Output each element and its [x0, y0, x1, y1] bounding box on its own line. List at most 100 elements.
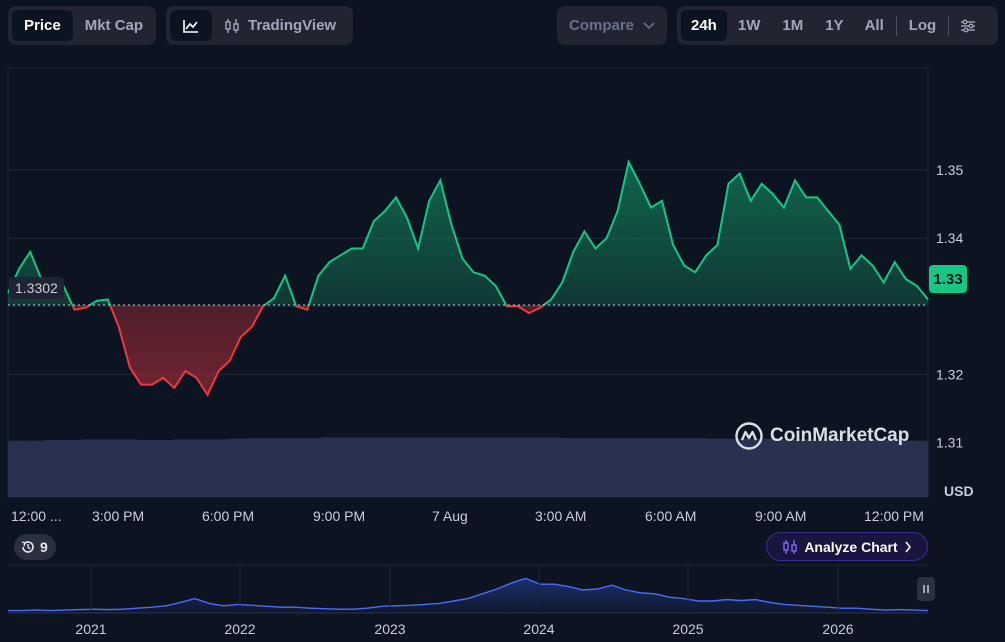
volume-bar — [560, 438, 579, 497]
volume-bar — [762, 438, 782, 497]
volume-bar — [670, 438, 690, 497]
volume-bar — [688, 438, 708, 497]
tradingview-label: TradingView — [248, 17, 337, 34]
x-tick-label: 7 Aug — [432, 508, 468, 524]
volume-bar — [596, 438, 616, 497]
history-icon — [21, 541, 34, 553]
compare-dropdown[interactable]: Compare — [557, 6, 667, 45]
y-tick-label: 1.34 — [936, 230, 963, 246]
volume-bar — [909, 440, 929, 497]
volume-bar — [486, 437, 506, 497]
volume-bar — [652, 438, 671, 497]
volume-bar — [817, 439, 837, 497]
x-tick-label: 3:00 AM — [535, 508, 586, 524]
volume-bar — [284, 438, 303, 497]
mini-year-label: 2024 — [523, 621, 554, 637]
volume-bar — [228, 438, 248, 497]
mini-area-fill — [8, 578, 928, 613]
volume-bar — [707, 438, 727, 497]
chart-type-toggle: Price Mkt Cap — [8, 6, 156, 45]
volume-bar — [302, 438, 322, 497]
mini-year-label: 2022 — [224, 621, 255, 637]
volume-bar — [265, 438, 285, 497]
line-chart-icon — [183, 19, 198, 33]
volume-bar — [431, 437, 451, 497]
y-tick-label: 1.32 — [936, 366, 963, 382]
price-line-down — [71, 304, 546, 397]
x-tick-label: 12:00 ... — [11, 508, 62, 524]
tradingview-button[interactable]: TradingView — [212, 10, 348, 41]
x-tick-label: 6:00 AM — [645, 508, 696, 524]
mktcap-tab[interactable]: Mkt Cap — [84, 17, 144, 34]
pause-icon — [923, 585, 929, 593]
toolbar-divider — [948, 15, 950, 36]
volume-bar — [578, 438, 598, 497]
volume-bar — [247, 438, 267, 497]
volume-bar — [780, 439, 800, 497]
volume-bar — [504, 437, 524, 497]
reference-price-badge: 1.3302 — [9, 277, 64, 299]
x-axis-ticks: 12:00 ... 3:00 PM 6:00 PM 9:00 PM 7 Aug 3:00 … — [11, 508, 924, 524]
volume-bar — [615, 438, 635, 497]
candlestick-icon — [783, 539, 798, 554]
volume-bar — [725, 438, 745, 497]
pause-button[interactable] — [917, 577, 935, 601]
log-toggle[interactable]: Log — [908, 17, 937, 34]
mini-line — [8, 577, 929, 612]
coinmarketcap-watermark: CoinMarketCap — [734, 421, 909, 451]
volume-bar — [872, 440, 892, 497]
watermark-text: CoinMarketCap — [770, 425, 910, 446]
range-all[interactable]: All — [864, 17, 884, 34]
volume-bar — [339, 437, 359, 497]
mini-year-label: 2026 — [822, 621, 853, 637]
volume-bar — [891, 440, 911, 497]
chevron-right-icon — [905, 541, 911, 552]
toolbar-divider — [895, 15, 897, 36]
volume-bar — [541, 437, 561, 497]
range-1m[interactable]: 1M — [782, 17, 804, 34]
analyze-chart-button[interactable]: Analyze Chart — [766, 532, 928, 561]
volume-bar — [136, 440, 156, 497]
volume-bar — [26, 440, 46, 497]
volume-bar — [523, 437, 543, 497]
volume-bar — [100, 439, 119, 497]
volume-bar — [192, 439, 211, 497]
volume-bar — [173, 439, 193, 497]
x-tick-label: 3:00 PM — [92, 508, 144, 524]
area-fill-down — [72, 304, 544, 395]
price-line-up — [7, 159, 929, 305]
settings-button[interactable] — [951, 10, 985, 41]
volume-bar — [744, 438, 763, 497]
volume-bar — [836, 440, 855, 497]
volume-bar — [63, 440, 83, 497]
history-badge[interactable]: 9 — [14, 534, 56, 560]
volume-bar — [44, 440, 64, 497]
sliders-icon — [961, 19, 976, 32]
mini-year-label: 2025 — [672, 621, 703, 637]
line-chart-button[interactable] — [170, 10, 212, 41]
mini-year-label: 2023 — [374, 621, 405, 637]
compare-label: Compare — [569, 17, 635, 34]
x-tick-label: 12:00 PM — [864, 508, 924, 524]
currency-label: USD — [944, 483, 974, 499]
chevron-down-icon — [643, 21, 655, 29]
volume-bars — [8, 437, 929, 497]
volume-bar — [210, 439, 230, 497]
volume-bar — [633, 438, 653, 497]
price-tab[interactable]: Price — [12, 10, 73, 41]
range-1w[interactable]: 1W — [737, 17, 761, 34]
volume-bar — [799, 439, 819, 497]
candlestick-icon — [225, 18, 239, 33]
volume-bar — [118, 439, 138, 497]
analyze-chart-label: Analyze Chart — [804, 538, 898, 555]
volume-bar — [412, 437, 432, 497]
mini-year-label: 2021 — [75, 621, 106, 637]
x-tick-label: 9:00 PM — [313, 508, 365, 524]
range-1y[interactable]: 1Y — [825, 17, 844, 34]
history-count: 9 — [40, 539, 48, 555]
range-24h[interactable]: 24h — [681, 10, 727, 41]
coinmarketcap-logo-icon — [735, 422, 763, 450]
volume-bar — [155, 440, 175, 497]
volume-bar — [394, 437, 414, 497]
